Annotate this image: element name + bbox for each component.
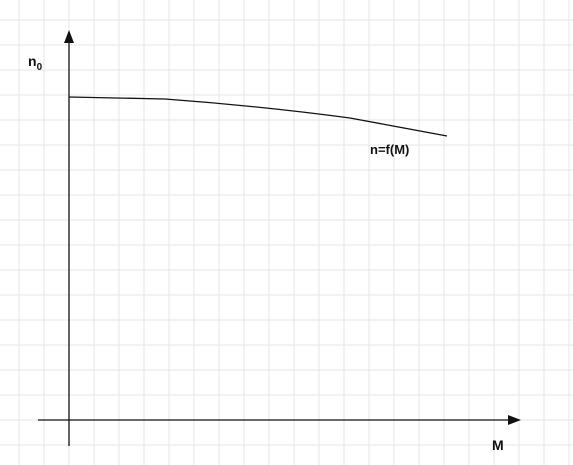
characteristic-curve (68, 96, 448, 137)
x-axis-label: M (492, 437, 504, 453)
y-axis-label: n0 (28, 53, 43, 73)
curve-label: n=f(M) (370, 142, 409, 157)
arrow-up-icon (64, 30, 74, 43)
y-axis-label-subscript: 0 (37, 62, 43, 73)
arrow-right-icon (508, 415, 521, 425)
